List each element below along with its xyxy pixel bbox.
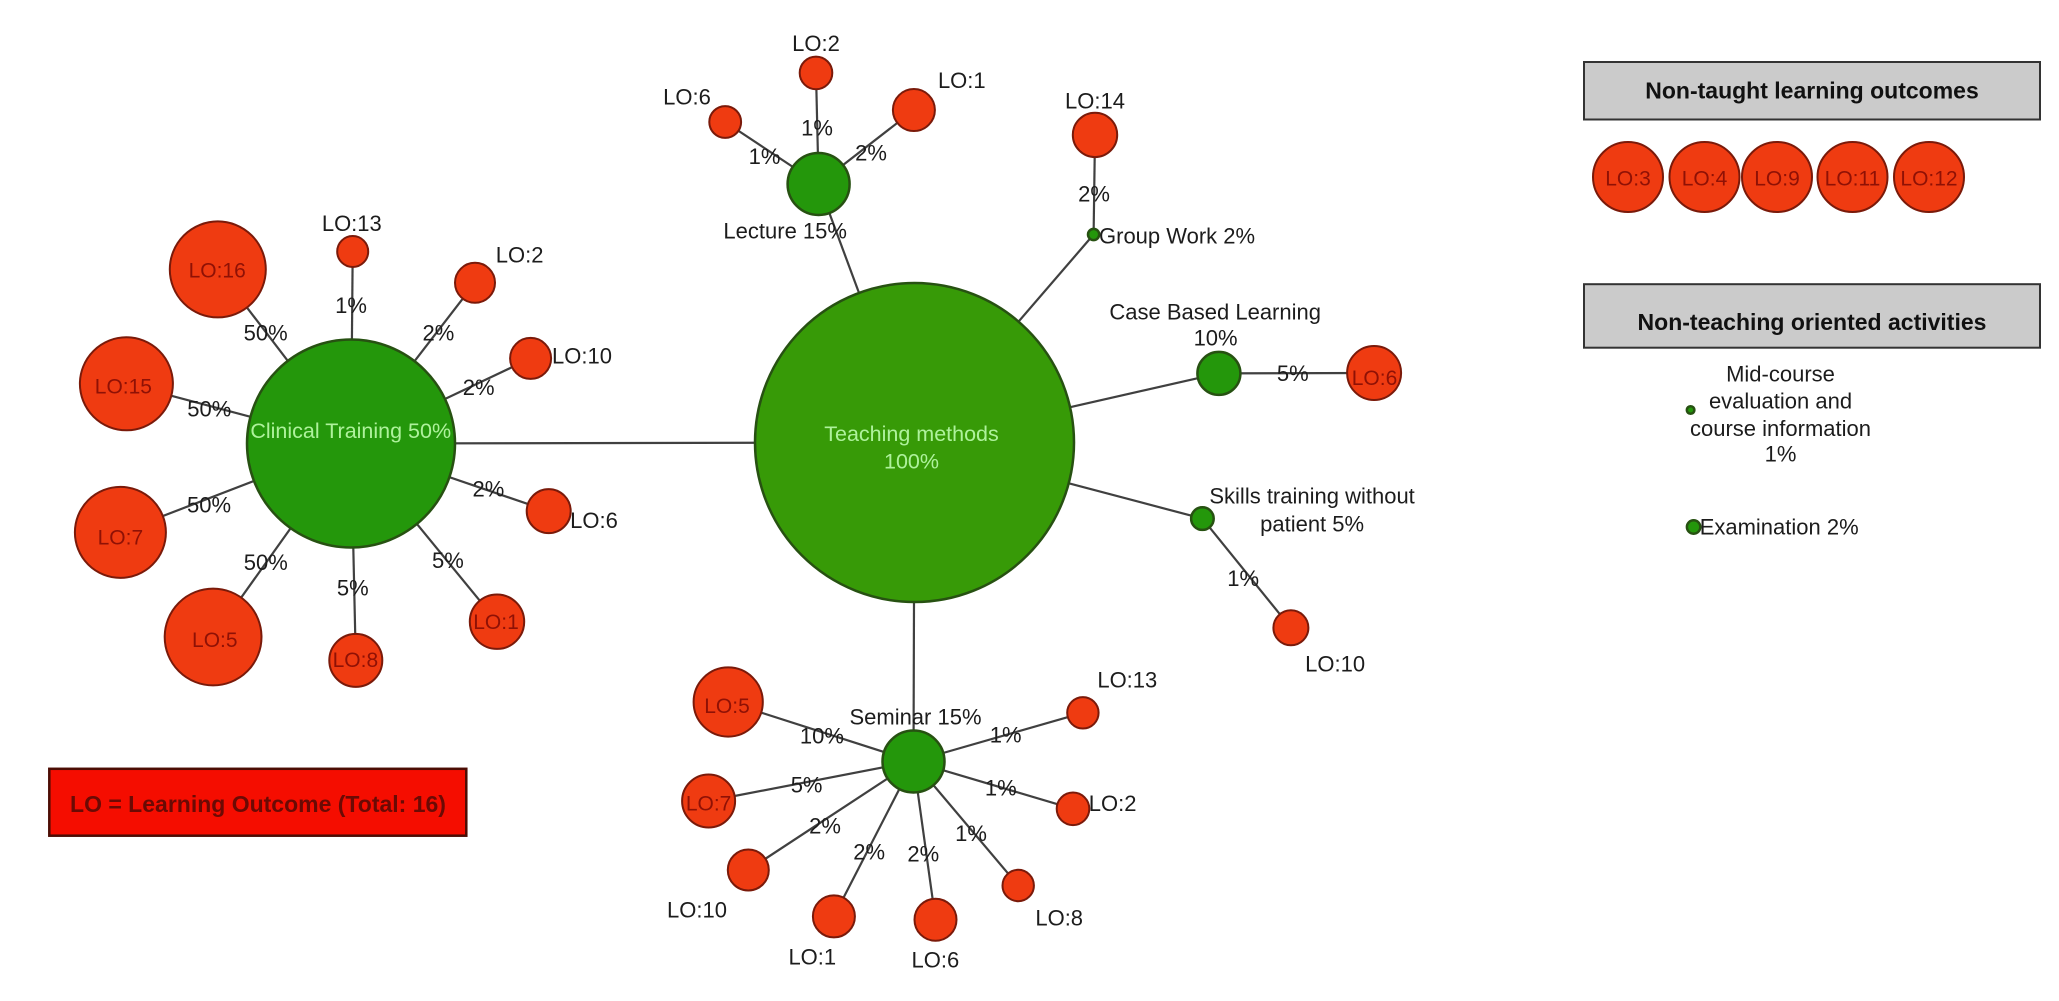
svg-text:Clinical Training 50%: Clinical Training 50%	[250, 419, 451, 443]
svg-text:LO:6: LO:6	[570, 508, 618, 533]
svg-text:LO:15: LO:15	[95, 376, 152, 399]
svg-text:LO:5: LO:5	[704, 695, 750, 718]
svg-text:LO:3: LO:3	[1605, 167, 1651, 190]
svg-text:2%: 2%	[1078, 182, 1110, 207]
svg-text:LO:5: LO:5	[192, 629, 238, 652]
svg-text:LO:6: LO:6	[912, 948, 960, 973]
svg-text:Non-teaching oriented activiti: Non-teaching oriented activities	[1638, 309, 1987, 335]
svg-text:Skills training without: Skills training without	[1209, 484, 1414, 509]
svg-text:1%: 1%	[985, 776, 1017, 801]
svg-text:Non-taught learning outcomes: Non-taught learning outcomes	[1645, 78, 1979, 104]
svg-text:2%: 2%	[855, 141, 887, 166]
svg-text:course information: course information	[1690, 416, 1871, 441]
svg-text:LO:12: LO:12	[1900, 167, 1957, 190]
svg-text:Mid-course: Mid-course	[1726, 362, 1835, 387]
svg-text:100%: 100%	[884, 450, 939, 474]
svg-text:2%: 2%	[423, 321, 455, 346]
svg-text:LO:9: LO:9	[1754, 167, 1800, 190]
svg-text:LO:1: LO:1	[788, 945, 836, 970]
svg-text:LO:1: LO:1	[938, 68, 986, 93]
svg-text:patient 5%: patient 5%	[1260, 512, 1364, 537]
svg-text:1%: 1%	[801, 116, 833, 141]
svg-text:1%: 1%	[1227, 566, 1259, 591]
svg-text:50%: 50%	[244, 321, 288, 346]
svg-text:LO:4: LO:4	[1682, 167, 1728, 190]
svg-text:LO:6: LO:6	[663, 85, 711, 110]
svg-text:LO:10: LO:10	[552, 344, 612, 369]
svg-text:Group Work 2%: Group Work 2%	[1099, 224, 1255, 249]
svg-text:LO:1: LO:1	[473, 611, 519, 634]
svg-text:LO:16: LO:16	[189, 260, 246, 283]
svg-text:LO:2: LO:2	[792, 31, 840, 56]
svg-text:5%: 5%	[791, 773, 823, 798]
svg-text:1%: 1%	[335, 293, 367, 318]
svg-text:LO:2: LO:2	[1089, 791, 1137, 816]
svg-text:Seminar 15%: Seminar 15%	[849, 705, 981, 730]
svg-text:2%: 2%	[463, 375, 495, 400]
svg-text:LO:10: LO:10	[667, 898, 727, 923]
svg-text:LO:7: LO:7	[686, 793, 732, 816]
svg-text:LO:13: LO:13	[322, 211, 382, 236]
svg-text:50%: 50%	[187, 493, 231, 518]
svg-text:Case Based Learning: Case Based Learning	[1109, 300, 1321, 325]
svg-text:Teaching methods: Teaching methods	[824, 422, 999, 446]
svg-text:LO:14: LO:14	[1065, 89, 1125, 114]
svg-text:LO:13: LO:13	[1097, 668, 1157, 693]
svg-text:50%: 50%	[187, 397, 231, 422]
svg-text:10%: 10%	[1194, 326, 1238, 351]
svg-text:5%: 5%	[1277, 361, 1309, 386]
svg-text:Examination 2%: Examination 2%	[1700, 515, 1859, 540]
svg-text:LO:7: LO:7	[98, 527, 144, 550]
svg-text:LO:10: LO:10	[1305, 652, 1365, 677]
svg-text:1%: 1%	[1765, 442, 1797, 467]
svg-text:Lecture 15%: Lecture 15%	[723, 219, 847, 244]
svg-text:5%: 5%	[432, 548, 464, 573]
svg-text:50%: 50%	[244, 550, 288, 575]
svg-text:2%: 2%	[907, 842, 939, 867]
svg-text:evaluation and: evaluation and	[1709, 389, 1852, 414]
svg-text:LO:8: LO:8	[1035, 906, 1083, 931]
svg-text:LO = Learning Outcome (Total:: LO = Learning Outcome (Total: 16)	[70, 791, 446, 817]
svg-text:1%: 1%	[749, 144, 781, 169]
svg-text:10%: 10%	[800, 724, 844, 749]
svg-text:1%: 1%	[955, 821, 987, 846]
svg-text:LO:8: LO:8	[333, 649, 379, 672]
svg-text:2%: 2%	[473, 477, 505, 502]
svg-text:2%: 2%	[853, 840, 885, 865]
svg-text:LO:6: LO:6	[1352, 367, 1398, 390]
svg-text:2%: 2%	[809, 814, 841, 839]
svg-text:5%: 5%	[337, 576, 369, 601]
svg-text:LO:11: LO:11	[1825, 167, 1881, 190]
svg-text:LO:2: LO:2	[496, 243, 544, 268]
svg-text:1%: 1%	[990, 723, 1022, 748]
